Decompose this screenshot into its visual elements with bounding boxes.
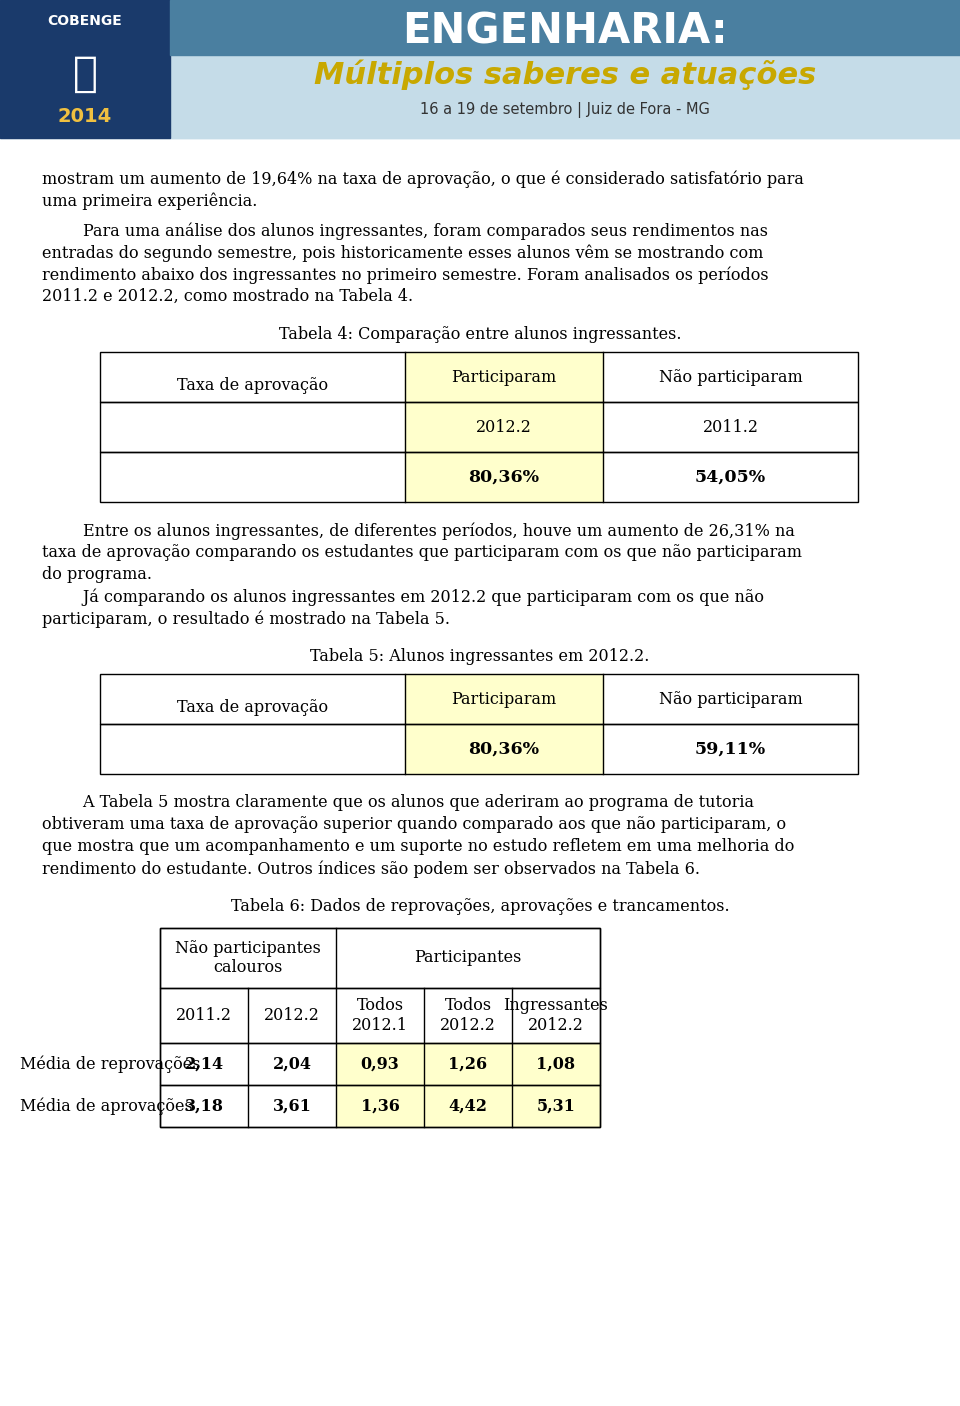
- Text: 54,05%: 54,05%: [695, 468, 766, 485]
- Text: rendimento do estudante. Outros índices são podem ser observados na Tabela 6.: rendimento do estudante. Outros índices …: [42, 860, 700, 877]
- Text: 2011.2 e 2012.2, como mostrado na Tabela 4.: 2011.2 e 2012.2, como mostrado na Tabela…: [42, 288, 413, 305]
- Bar: [405, 673, 603, 724]
- Bar: [100, 402, 858, 451]
- Text: Não participaram: Não participaram: [659, 690, 803, 707]
- Text: participaram, o resultado é mostrado na Tabela 5.: participaram, o resultado é mostrado na …: [42, 610, 450, 627]
- Text: Ingressantes
2012.2: Ingressantes 2012.2: [504, 997, 609, 1033]
- Bar: [100, 352, 858, 402]
- Text: COBENGE: COBENGE: [48, 14, 122, 28]
- Bar: [336, 1043, 600, 1085]
- Text: 3,61: 3,61: [273, 1098, 311, 1115]
- Text: A Tabela 5 mostra claramente que os alunos que aderiram ao programa de tutoria: A Tabela 5 mostra claramente que os alun…: [42, 794, 754, 811]
- Bar: [160, 988, 600, 1043]
- Bar: [100, 724, 858, 773]
- Text: 59,11%: 59,11%: [695, 741, 766, 758]
- Text: 2011.2: 2011.2: [703, 419, 758, 436]
- Bar: [0, 0, 960, 138]
- Text: Média de aprovações: Média de aprovações: [20, 1097, 193, 1115]
- Bar: [0, 0, 170, 138]
- Text: Média de reprovações: Média de reprovações: [20, 1056, 201, 1073]
- Bar: [160, 928, 600, 988]
- Text: Múltiplos saberes e atuações: Múltiplos saberes e atuações: [314, 60, 816, 90]
- Text: Não participaram: Não participaram: [659, 368, 803, 385]
- Text: 4,42: 4,42: [448, 1098, 488, 1115]
- Text: 2012.2: 2012.2: [264, 1007, 320, 1024]
- Text: rendimento abaixo dos ingressantes no primeiro semestre. Foram analisados os per: rendimento abaixo dos ingressantes no pr…: [42, 266, 769, 284]
- Text: 2011.2: 2011.2: [176, 1007, 232, 1024]
- Text: 3,18: 3,18: [184, 1098, 224, 1115]
- Text: 80,36%: 80,36%: [468, 468, 540, 485]
- Bar: [405, 451, 603, 502]
- Bar: [405, 352, 603, 402]
- Text: 5,31: 5,31: [537, 1098, 575, 1115]
- Text: 2014: 2014: [58, 107, 112, 127]
- Text: Tabela 4: Comparação entre alunos ingressantes.: Tabela 4: Comparação entre alunos ingres…: [278, 326, 682, 343]
- Text: 1,36: 1,36: [361, 1098, 399, 1115]
- Text: Todos
2012.1: Todos 2012.1: [352, 997, 408, 1033]
- Text: 16 a 19 de setembro | Juiz de Fora - MG: 16 a 19 de setembro | Juiz de Fora - MG: [420, 103, 710, 118]
- Text: Tabela 6: Dados de reprovações, aprovações e trancamentos.: Tabela 6: Dados de reprovações, aprovaçõ…: [230, 898, 730, 915]
- Text: ENGENHARIA:: ENGENHARIA:: [402, 10, 728, 52]
- Text: Para uma análise dos alunos ingressantes, foram comparados seus rendimentos nas: Para uma análise dos alunos ingressantes…: [42, 222, 768, 239]
- Bar: [100, 451, 858, 502]
- Bar: [405, 724, 603, 773]
- Text: mostram um aumento de 19,64% na taxa de aprovação, o que é considerado satisfató: mostram um aumento de 19,64% na taxa de …: [42, 170, 804, 187]
- Text: Já comparando os alunos ingressantes em 2012.2 que participaram com os que não: Já comparando os alunos ingressantes em …: [42, 588, 764, 606]
- Bar: [100, 673, 858, 724]
- Text: 80,36%: 80,36%: [468, 741, 540, 758]
- Text: Tabela 5: Alunos ingressantes em 2012.2.: Tabela 5: Alunos ingressantes em 2012.2.: [310, 648, 650, 665]
- Text: 2012.2: 2012.2: [476, 419, 532, 436]
- Text: Participaram: Participaram: [451, 368, 557, 385]
- Text: 2,04: 2,04: [273, 1056, 311, 1073]
- Text: 1,08: 1,08: [537, 1056, 576, 1073]
- Text: 0,93: 0,93: [361, 1056, 399, 1073]
- Text: Não participantes
calouros: Não participantes calouros: [175, 939, 321, 976]
- Bar: [160, 928, 600, 1128]
- Text: Taxa de aprovação: Taxa de aprovação: [177, 699, 328, 716]
- Bar: [160, 1043, 600, 1085]
- Text: Todos
2012.2: Todos 2012.2: [440, 997, 496, 1033]
- Text: uma primeira experiência.: uma primeira experiência.: [42, 193, 257, 209]
- Text: Participaram: Participaram: [451, 690, 557, 707]
- Text: Participantes: Participantes: [415, 949, 521, 966]
- Bar: [170, 0, 960, 55]
- Text: que mostra que um acompanhamento e um suporte no estudo refletem em uma melhoria: que mostra que um acompanhamento e um su…: [42, 838, 794, 855]
- Bar: [336, 1085, 600, 1128]
- Text: 🏛: 🏛: [73, 53, 98, 96]
- Text: obtiveram uma taxa de aprovação superior quando comparado aos que não participar: obtiveram uma taxa de aprovação superior…: [42, 815, 786, 832]
- Bar: [405, 402, 603, 451]
- Bar: [170, 0, 960, 138]
- Text: Entre os alunos ingressantes, de diferentes períodos, houve um aumento de 26,31%: Entre os alunos ingressantes, de diferen…: [42, 522, 795, 540]
- Text: Taxa de aprovação: Taxa de aprovação: [177, 377, 328, 394]
- Text: entradas do segundo semestre, pois historicamente esses alunos vêm se mostrando : entradas do segundo semestre, pois histo…: [42, 245, 763, 262]
- Bar: [0, 0, 960, 8]
- Text: taxa de aprovação comparando os estudantes que participaram com os que não parti: taxa de aprovação comparando os estudant…: [42, 544, 802, 561]
- Bar: [160, 1085, 600, 1128]
- Text: do programa.: do programa.: [42, 567, 152, 583]
- Text: 2,14: 2,14: [184, 1056, 224, 1073]
- Text: 1,26: 1,26: [448, 1056, 488, 1073]
